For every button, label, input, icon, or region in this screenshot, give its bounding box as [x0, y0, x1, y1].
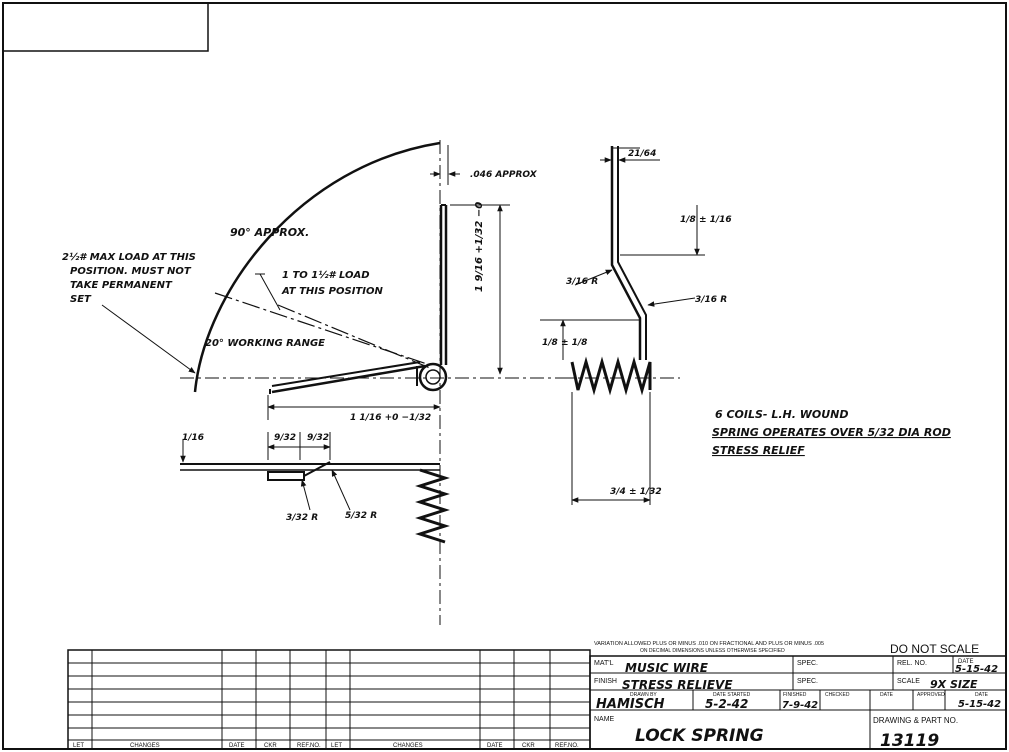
gap-dim: .046 APPROX	[470, 170, 538, 180]
rev-header-changes-2: CHANGES	[393, 743, 423, 749]
tolerance-line-1: VARIATION ALLOWED PLUS OR MINUS .010 ON …	[594, 641, 824, 647]
side-spring-profile-a	[610, 146, 642, 360]
corner-block	[2, 2, 209, 52]
scale-value: 9X SIZE	[930, 678, 978, 691]
rev-header-date: DATE	[229, 743, 245, 749]
max-load-note: 2½# MAX LOAD AT THIS POSITION. MUST NOT …	[62, 251, 199, 305]
spec-label-2: SPEC.	[797, 678, 818, 685]
date-label-1: DATE	[958, 659, 974, 665]
scale-label: SCALE	[897, 678, 920, 685]
front-dim-a: 9/32	[274, 433, 296, 443]
checked-label: CHECKED	[825, 692, 850, 698]
drawing-number: 13119	[880, 731, 939, 751]
front-coils	[415, 468, 450, 544]
rel-no-label: REL. NO.	[897, 660, 927, 667]
spring-arm-a	[271, 364, 426, 394]
notes: 6 COILS- L.H. WOUND SPRING OPERATES OVER…	[712, 408, 951, 457]
coil-outer	[418, 362, 448, 392]
coil-inner	[425, 369, 441, 385]
rev-header-refno-2: REF.NO.	[555, 743, 579, 749]
drawn-by-label: DRAWN BY	[630, 692, 657, 698]
date-label-3: DATE	[975, 692, 989, 698]
note-coils: 6 COILS- L.H. WOUND	[715, 408, 848, 421]
rev-header-date-2: DATE	[487, 743, 503, 749]
rev-header-ckr-2: CKR	[522, 743, 535, 749]
rev-header-ckr: CKR	[264, 743, 277, 749]
part-name: LOCK SPRING	[635, 726, 764, 746]
side-coils	[570, 356, 652, 396]
rev-header-changes: CHANGES	[130, 743, 160, 749]
date-started-label: DATE STARTED	[713, 692, 751, 698]
note-stress: STRESS RELIEF	[712, 444, 805, 457]
rev-header-refno: REF.NO.	[297, 743, 321, 749]
working-range-label: 20° WORKING RANGE	[205, 338, 325, 349]
side-spring-profile-b	[617, 146, 647, 360]
front-dim-b: 9/32	[307, 433, 329, 443]
load-range-note: 1 TO 1½# LOAD AT THIS POSITION	[281, 269, 383, 297]
date-value-1: 5-15-42	[955, 664, 998, 675]
spring-arm-b	[271, 361, 421, 387]
do-not-scale: DO NOT SCALE	[890, 642, 979, 656]
finished-value: 7-9-42	[782, 700, 818, 711]
angle-label: 90° APPROX.	[230, 226, 309, 239]
max-load-leader	[101, 304, 196, 374]
rev-header-let-2: LET	[331, 743, 342, 749]
note-rod: SPRING OPERATES OVER 5/32 DIA ROD	[712, 426, 951, 439]
side-view	[540, 146, 705, 505]
side-dim-1: 1/8 ± 1/16	[680, 215, 732, 225]
tolerance-line-2: ON DECIMAL DIMENSIONS UNLESS OTHERWISE S…	[640, 648, 785, 654]
spec-label-1: SPEC.	[797, 660, 818, 667]
revision-table	[67, 649, 591, 750]
side-dim-2: 1/8 ± 1/8	[542, 338, 587, 348]
approved-label: APPROVED	[917, 692, 945, 698]
angle-arc	[193, 141, 441, 393]
height-dim: 1 9/16 +1/32 −0	[474, 202, 485, 292]
finish-value: STRESS RELIEVE	[622, 678, 733, 692]
title-block	[589, 655, 1007, 750]
load-line-2	[277, 304, 431, 369]
side-radius-2: 3/16 R	[695, 295, 727, 305]
front-radius-a: 3/32 R	[286, 513, 318, 523]
material-value: MUSIC WIRE	[625, 661, 709, 675]
front-thickness-dim: 1/16	[182, 433, 204, 443]
front-radius-b: 5/32 R	[345, 511, 377, 521]
side-width-dim: 3/4 ± 1/32	[610, 487, 662, 497]
finished-label: FINISHED	[783, 692, 807, 698]
side-top-dim: 21/64	[628, 149, 656, 159]
rev-header-let: LET	[73, 743, 84, 749]
date-started-value: 5-2-42	[705, 697, 748, 711]
date-approved-value: 5-15-42	[958, 699, 1001, 710]
top-view	[101, 140, 560, 625]
length-dim: 1 1/16 +0 −1/32	[350, 413, 431, 423]
drawing-no-label: DRAWING & PART NO.	[873, 716, 958, 725]
front-view	[180, 432, 450, 544]
name-label: NAME	[594, 716, 615, 723]
revision-headers: LET CHANGES DATE CKR REF.NO. LET CHANGES…	[73, 743, 579, 749]
matl-label: MAT'L	[594, 660, 614, 667]
front-hook	[267, 471, 305, 481]
finish-label: FINISH	[594, 678, 617, 685]
side-radius-1: 3/16 R	[566, 277, 598, 287]
date-label-2: DATE	[880, 692, 894, 698]
drawn-by-value: HAMISCH	[596, 697, 665, 712]
